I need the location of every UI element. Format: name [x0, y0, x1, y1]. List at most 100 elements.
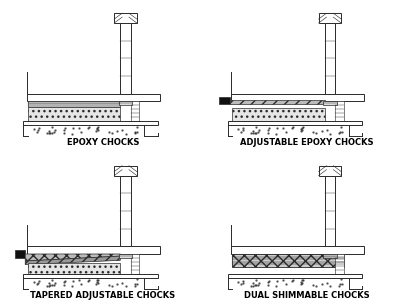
Point — [252, 283, 258, 288]
Text: TAPERED ADJUSTABLE CHOCKS: TAPERED ADJUSTABLE CHOCKS — [30, 291, 175, 300]
Point — [251, 283, 257, 288]
Point — [273, 126, 280, 131]
Point — [78, 129, 85, 134]
Point — [264, 283, 271, 288]
Point — [93, 129, 99, 134]
Point — [94, 127, 100, 132]
Point — [249, 131, 256, 136]
Point — [298, 278, 304, 282]
Bar — [119, 102, 132, 105]
Point — [35, 281, 41, 285]
Bar — [322, 254, 336, 258]
Bar — [23, 274, 157, 278]
Point — [249, 283, 256, 288]
Point — [235, 127, 241, 132]
Point — [326, 131, 333, 136]
Point — [68, 131, 75, 136]
Bar — [324, 176, 334, 246]
Point — [36, 278, 42, 283]
Point — [31, 127, 37, 132]
Point — [252, 130, 258, 135]
Point — [47, 130, 54, 135]
Point — [265, 126, 272, 131]
Point — [123, 284, 129, 289]
Bar — [334, 102, 343, 121]
Point — [132, 282, 138, 287]
Bar — [27, 246, 159, 254]
Point — [323, 128, 329, 133]
Point — [106, 130, 112, 135]
Point — [94, 280, 101, 285]
Polygon shape — [25, 254, 120, 261]
Point — [60, 280, 67, 285]
Bar — [15, 250, 25, 258]
Point — [298, 128, 305, 132]
Point — [335, 282, 342, 287]
Point — [69, 278, 76, 283]
Text: EPOXY CHOCKS: EPOXY CHOCKS — [67, 138, 139, 147]
Point — [254, 129, 261, 134]
Point — [114, 129, 120, 134]
Point — [61, 278, 68, 283]
Text: DUAL SHIMMABLE CHOCKS: DUAL SHIMMABLE CHOCKS — [244, 291, 369, 300]
Bar — [322, 102, 336, 105]
Point — [264, 130, 271, 135]
Bar — [27, 94, 159, 102]
Point — [249, 281, 256, 286]
Point — [108, 131, 115, 136]
Point — [282, 282, 288, 287]
Point — [134, 282, 140, 287]
Point — [256, 128, 262, 132]
Point — [288, 126, 295, 131]
Point — [52, 128, 58, 132]
Point — [108, 283, 115, 288]
Point — [84, 126, 91, 131]
Point — [132, 129, 138, 134]
Point — [289, 277, 296, 282]
Point — [78, 282, 85, 287]
Point — [252, 125, 259, 129]
Point — [123, 131, 129, 136]
Point — [133, 277, 140, 282]
Point — [309, 130, 316, 135]
Point — [95, 125, 101, 130]
Bar — [232, 108, 324, 121]
Point — [237, 129, 244, 134]
Point — [338, 129, 344, 134]
Point — [94, 125, 100, 130]
Point — [94, 278, 100, 282]
Point — [34, 129, 40, 134]
Bar — [231, 94, 363, 102]
Point — [326, 284, 333, 289]
Point — [298, 125, 304, 130]
Point — [50, 282, 57, 287]
Point — [34, 282, 40, 287]
Point — [134, 129, 140, 134]
Point — [75, 125, 82, 130]
Point — [50, 129, 57, 134]
Point — [75, 278, 82, 283]
Point — [235, 279, 241, 284]
Point — [114, 281, 120, 286]
Point — [335, 283, 342, 288]
Point — [239, 281, 245, 285]
Point — [338, 282, 344, 287]
Point — [288, 278, 295, 283]
Point — [297, 129, 303, 134]
Point — [31, 279, 37, 284]
Point — [95, 278, 101, 282]
Point — [264, 280, 270, 285]
Point — [309, 282, 316, 287]
Point — [256, 280, 262, 285]
Point — [45, 281, 52, 286]
Bar — [318, 13, 340, 23]
Point — [237, 282, 244, 287]
Point — [45, 129, 52, 133]
Point — [60, 130, 67, 135]
Point — [106, 282, 112, 287]
Point — [48, 277, 55, 282]
Point — [335, 131, 342, 136]
Point — [312, 283, 318, 288]
Point — [247, 131, 254, 136]
Bar — [130, 102, 139, 121]
